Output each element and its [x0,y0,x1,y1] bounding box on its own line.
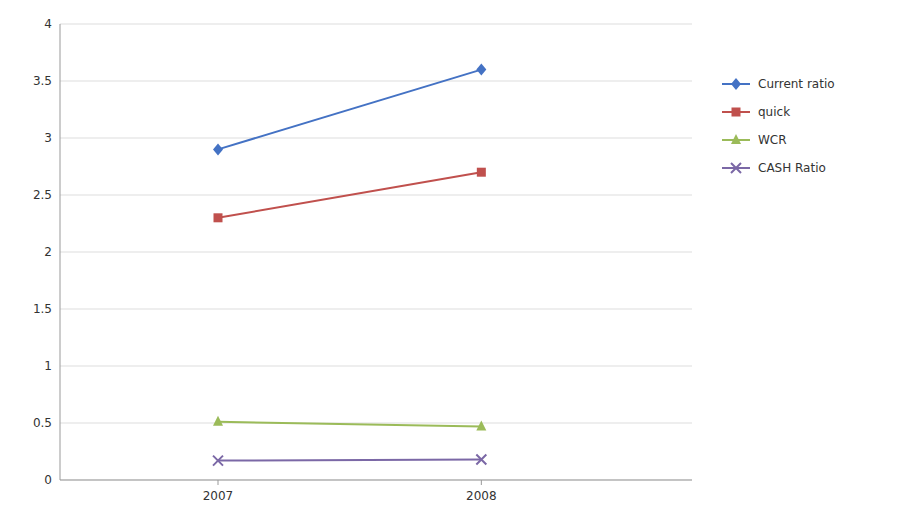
point-marker [213,456,223,466]
legend-label: quick [758,105,790,119]
point-marker [476,64,486,76]
y-tick-label: 0.5 [33,416,52,430]
legend-label: Current ratio [758,77,835,91]
x-tick [218,480,219,485]
grid-line [60,138,692,139]
y-tick-label: 0 [44,473,52,487]
grid-line [60,195,692,196]
grid-line [60,366,692,367]
x-axis-line [60,480,692,481]
series-line [218,422,481,427]
y-tick-label: 2.5 [33,188,52,202]
series-line [218,459,481,460]
x-tick-label: 2008 [466,489,497,503]
point-marker [476,454,486,464]
point-marker [213,143,223,155]
series-line [218,172,481,218]
grid-line [60,309,692,310]
legend-label: WCR [758,133,787,147]
legend-label: CASH Ratio [758,161,826,175]
y-axis-line [60,24,61,480]
chart-container: 0 0.5 1 1.5 2 2.5 3 3.5 4 2007 2008 Current ratio qu… [0,0,902,526]
grid-line [60,480,692,481]
point-marker [477,168,486,177]
legend-marker [731,163,741,173]
x-tick [481,480,482,485]
x-tick-label: 2007 [203,489,234,503]
y-tick-label: 1.5 [33,302,52,316]
series-line [218,70,481,150]
y-tick-label: 4 [44,17,52,31]
grid-line [60,423,692,424]
grid-line [60,24,692,25]
legend-marker [731,78,741,90]
chart: 0 0.5 1 1.5 2 2.5 3 3.5 4 2007 2008 Current ratio qu… [0,0,902,526]
point-marker [213,416,223,426]
y-tick-label: 3 [44,131,52,145]
y-tick-label: 3.5 [33,74,52,88]
legend-marker [732,108,741,117]
grid-line [60,81,692,82]
legend-marker [731,134,741,144]
y-tick-label: 1 [44,359,52,373]
y-tick-label: 2 [44,245,52,259]
point-marker [214,213,223,222]
point-marker [476,420,486,430]
plot-area [213,64,486,466]
grid-line [60,252,692,253]
